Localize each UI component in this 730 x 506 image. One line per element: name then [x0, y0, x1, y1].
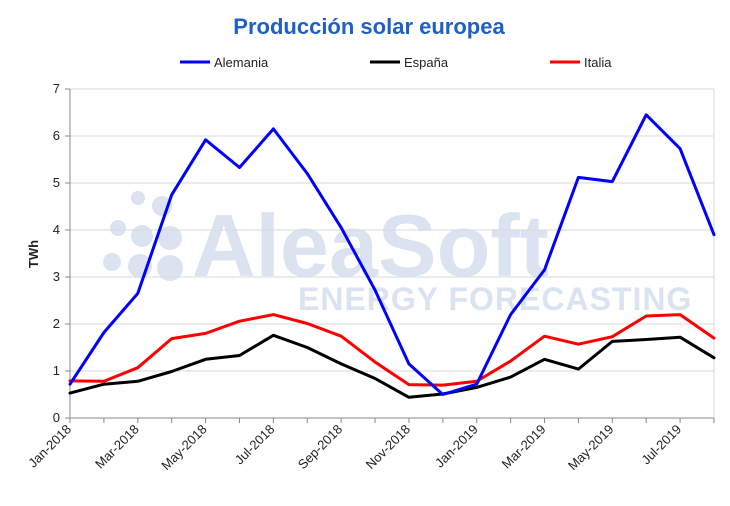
aleasoft-logo-dots-icon	[103, 191, 183, 281]
y-tick-label-7: 7	[53, 81, 60, 96]
axes	[69, 89, 714, 419]
x-tick-label-Nov-2018: Nov-2018	[363, 422, 413, 472]
legend-label-alemania: Alemania	[214, 55, 269, 70]
x-tick-label-Sep-2018: Sep-2018	[295, 422, 345, 472]
x-tick-label-Mar-2019: Mar-2019	[499, 422, 549, 472]
x-tick-label-Jul-2018: Jul-2018	[232, 422, 278, 468]
series-line-alemania	[68, 113, 716, 396]
watermark-brand: AleaSoft	[192, 196, 549, 295]
y-tick-label-5: 5	[53, 175, 60, 190]
y-tick-label-0: 0	[53, 410, 60, 425]
legend-label-espana: España	[404, 55, 449, 70]
watermark-tagline: ENERGY FORECASTING	[298, 281, 692, 317]
legend: Alemania España Italia	[180, 55, 612, 70]
y-tick-label-1: 1	[53, 363, 60, 378]
legend-label-italia: Italia	[584, 55, 612, 70]
series-lines	[68, 113, 716, 399]
x-tick-label-May-2019: May-2019	[565, 422, 616, 473]
y-tick-label-6: 6	[53, 128, 60, 143]
x-tick-label-Jan-2019: Jan-2019	[432, 422, 481, 471]
aleasoft-watermark: AleaSoft ENERGY FORECASTING	[103, 191, 692, 317]
y-tick-label-2: 2	[53, 316, 60, 331]
y-tick-label-3: 3	[53, 269, 60, 284]
x-tick-label-Jan-2018: Jan-2018	[25, 422, 74, 471]
series-line-italia	[68, 313, 716, 387]
x-tick-label-Mar-2018: Mar-2018	[92, 422, 142, 472]
y-tick-label-4: 4	[53, 222, 60, 237]
y-axis-ticks: 0 1 2 3 4 5 6 7	[53, 81, 70, 425]
y-axis-label: TWh	[26, 240, 41, 268]
series-line-espana	[68, 333, 716, 399]
chart-title: Producción solar europea	[233, 14, 505, 39]
x-tick-label-May-2018: May-2018	[158, 422, 209, 473]
x-tick-label-Jul-2019: Jul-2019	[638, 422, 684, 468]
x-axis-ticks: Jan-2018 Mar-2018 May-2018 Jul-2018 Sep-2018…	[25, 418, 715, 473]
